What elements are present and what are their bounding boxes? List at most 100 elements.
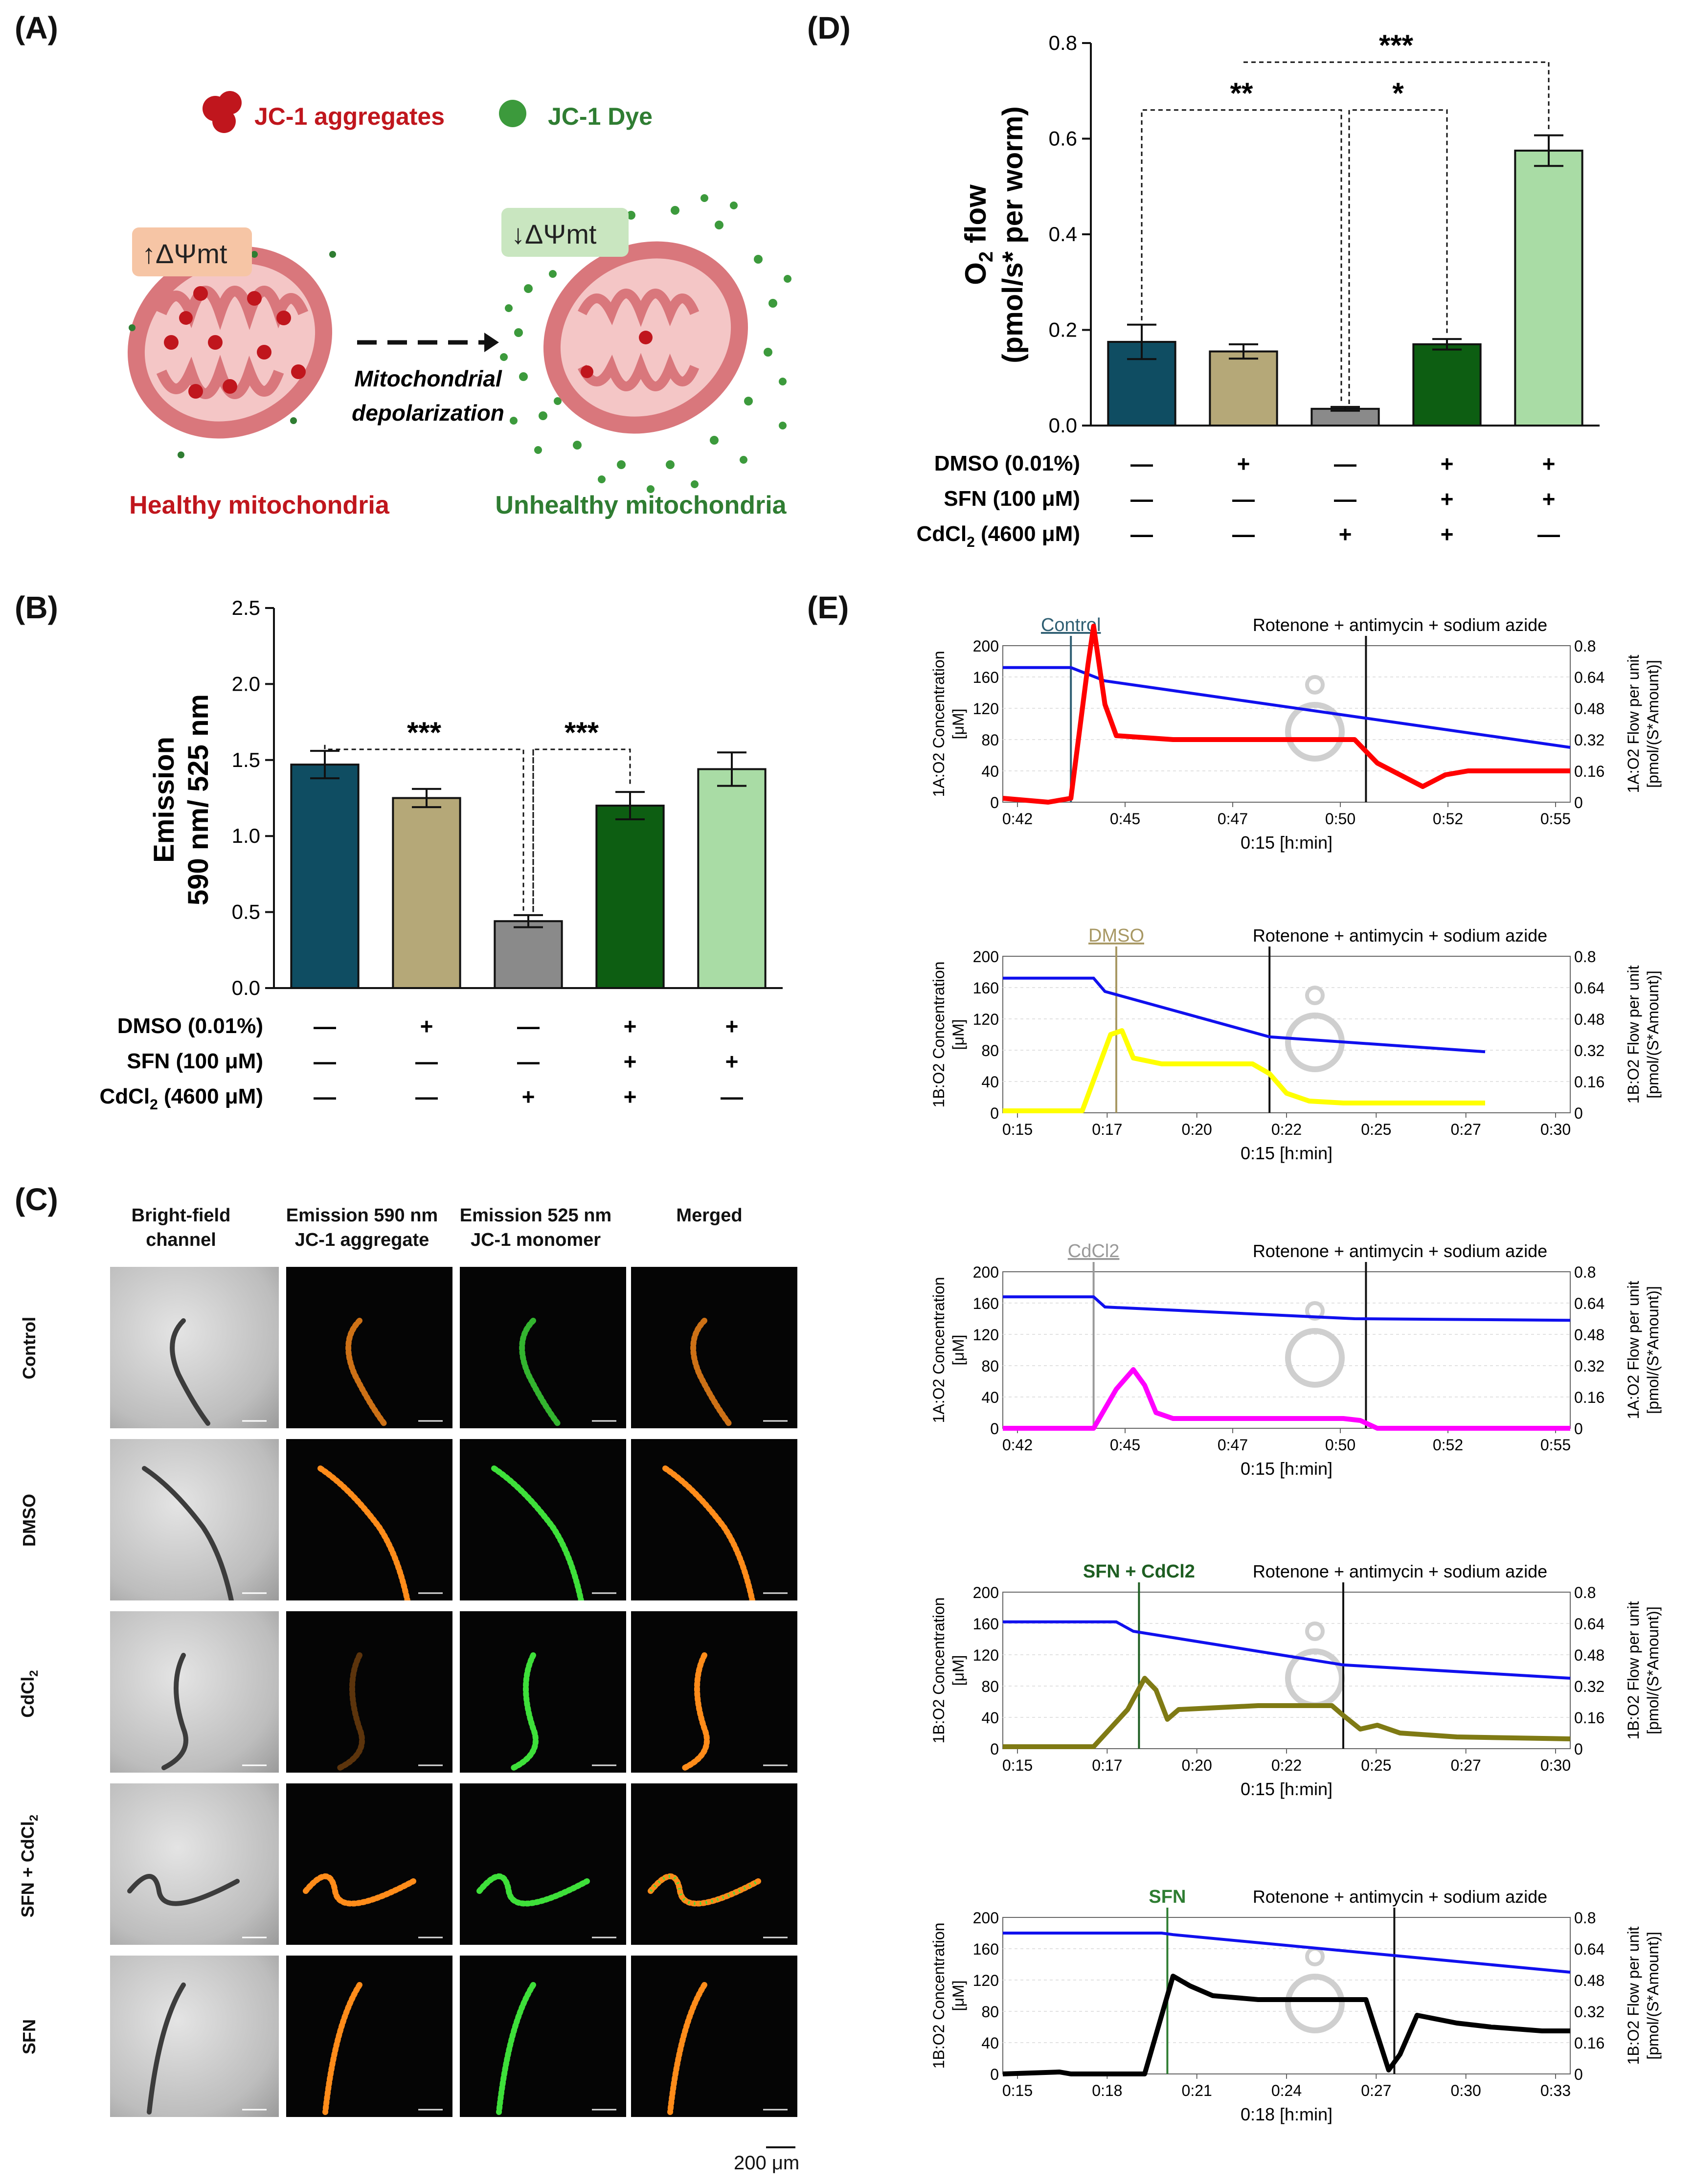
worm — [511, 1652, 539, 1771]
x-tick-label: 0:21 — [1182, 2082, 1212, 2099]
y-right-tick-label: 0.16 — [1574, 1073, 1604, 1091]
unhealthy-badge-box — [501, 208, 629, 257]
treatment-mark: + — [1339, 521, 1352, 547]
worm — [317, 1465, 411, 1600]
worm — [667, 1982, 707, 2115]
treatment-mark: — — [314, 1084, 336, 1109]
row-label-sfn-cdcl2: SFN + CdCl2 — [18, 1788, 41, 1944]
y-left-tick-label: 160 — [973, 669, 999, 686]
treatment-mark: + — [1542, 486, 1556, 512]
y-right-tick-label: 0.48 — [1574, 1326, 1604, 1344]
row-label-cdcl2: CdCl2 — [18, 1616, 41, 1772]
worm-figure — [345, 1318, 443, 1426]
worm — [322, 1982, 362, 2115]
y-left-tick-label: 120 — [973, 1326, 999, 1344]
significance-bracket — [1141, 109, 1342, 405]
arrow-head — [484, 333, 499, 352]
x-tick-label: 0:18 — [1092, 2082, 1122, 2099]
worm — [142, 1466, 234, 1600]
treatment-mark: — — [1537, 521, 1560, 547]
y-right-tick-label: 0.32 — [1574, 731, 1604, 749]
x-tick-label: 0:20 — [1182, 1756, 1212, 1774]
x-tick-label: 0:52 — [1433, 1436, 1463, 1454]
y-tick-label: 0.4 — [1049, 223, 1077, 246]
scale-bar-label: 200 μm — [734, 2152, 800, 2174]
label-sub: 2 — [150, 1097, 158, 1113]
emission-525-image — [460, 1611, 626, 1773]
x-tick-label: 0:22 — [1271, 1121, 1302, 1138]
x-tick-label: 0:55 — [1540, 1436, 1571, 1454]
treatment-mark: + — [1542, 451, 1556, 476]
y-left-tick-label: 160 — [973, 1615, 999, 1633]
emission-525-image — [460, 1783, 626, 1945]
y-left-tick-label: 0 — [990, 1420, 999, 1438]
treatment-marker-label: DMSO — [1088, 925, 1144, 946]
y-left-label-2: [μM] — [949, 709, 967, 740]
y-left-tick-label: 120 — [973, 1972, 999, 1989]
x-axis-label: 0:15 [h:min] — [1241, 1459, 1333, 1479]
worm-figure — [682, 1652, 788, 1771]
y-left-label-2: [μM] — [949, 1019, 967, 1050]
y-right-tick-label: 0.48 — [1574, 1972, 1604, 1989]
x-tick-label: 0:27 — [1451, 1756, 1481, 1774]
y-right-label-2: [pmol/(S*Amount)] — [1644, 1606, 1662, 1734]
jc1-dye-legend-icon — [499, 100, 526, 127]
label-part: O — [959, 262, 992, 285]
x-tick-label: 0:30 — [1451, 2082, 1481, 2099]
y-right-label-1: 1B:O2 Flow per unit — [1625, 1601, 1642, 1739]
inhibitor-annotation: Rotenone + antimycin + sodium azide — [1253, 1887, 1547, 1907]
y-right-label-2: [pmol/(S*Amount)] — [1644, 970, 1662, 1098]
y-left-tick-label: 0 — [990, 2066, 999, 2083]
y-left-tick-label: 200 — [973, 948, 999, 966]
treatment-mark: + — [522, 1084, 535, 1109]
worm-figure — [496, 1982, 616, 2115]
y-right-label-1: 1B:O2 Flow per unit — [1625, 1926, 1642, 2065]
y-left-tick-label: 0 — [990, 794, 999, 811]
x-tick-label: 0:20 — [1182, 1121, 1212, 1138]
treatment-mark: — — [517, 1049, 540, 1074]
col-header-line1: Emission 590 nm — [286, 1205, 438, 1226]
emission-590-image — [286, 1267, 452, 1428]
oxygraph-trace-5: 0 40 80 120 160 200 0 0.16 0.32 0.48 0.64 0.8 0:15 0:… — [930, 1887, 1662, 2124]
y-left-label-2: [μM] — [949, 1981, 967, 2011]
x-tick-label: 0:22 — [1271, 1756, 1302, 1774]
legend-dye: JC-1 Dye — [548, 103, 653, 130]
panel-label-e: (E) — [807, 590, 849, 625]
bar-sfn-cdcl2 — [1412, 343, 1482, 427]
y-left-tick-label: 80 — [981, 1678, 999, 1695]
worm-figure — [690, 1318, 788, 1426]
y-tick-label: 0.8 — [1049, 31, 1077, 54]
y-left-tick-label: 200 — [973, 1909, 999, 1927]
treatment-mark: + — [624, 1049, 637, 1074]
y-right-tick-label: 0.64 — [1574, 669, 1604, 686]
o2-concentration-trace — [1003, 976, 1486, 1054]
y-right-tick-label: 0.32 — [1574, 1042, 1604, 1059]
treatment-mark: + — [1441, 486, 1454, 512]
y-left-tick-label: 0 — [990, 1740, 999, 1758]
watermark-logo — [1305, 675, 1325, 695]
treatment-mark: — — [1232, 486, 1255, 512]
x-tick-label: 0:25 — [1361, 1756, 1391, 1774]
y-tick-label: 1.0 — [232, 824, 260, 847]
significance-label: * — [1392, 77, 1404, 110]
emission-590-image — [286, 1956, 452, 2117]
panel-c-microscopy: Bright-field channel Emission 590 nm JC-1 … — [0, 1174, 807, 2184]
x-tick-label: 0:27 — [1451, 1121, 1481, 1138]
y-right-tick-label: 0 — [1574, 2066, 1583, 2083]
y-left-tick-label: 0 — [990, 1104, 999, 1122]
worm-figure — [662, 1465, 788, 1600]
inhibitor-annotation: Rotenone + antimycin + sodium azide — [1253, 1241, 1547, 1261]
emission-525-image — [460, 1956, 626, 2117]
o2-flow-trace — [1003, 1676, 1571, 1749]
worm-figure — [337, 1652, 443, 1771]
y-tick-label: 0.0 — [1049, 414, 1077, 437]
y-left-label-1: 1B:O2 Concentration — [930, 962, 948, 1108]
treatment-mark: — — [415, 1049, 438, 1074]
col-header-525nm: Emission 525 nm JC-1 monomer — [450, 1203, 621, 1252]
emission-525-image — [460, 1439, 626, 1600]
y-right-label-1: 1A:O2 Flow per unit — [1625, 654, 1642, 793]
y-right-label-1: 1B:O2 Flow per unit — [1625, 965, 1642, 1103]
bar-cdcl2 — [494, 920, 563, 989]
worm-figure — [161, 1653, 267, 1770]
bar-sfn — [697, 768, 767, 989]
